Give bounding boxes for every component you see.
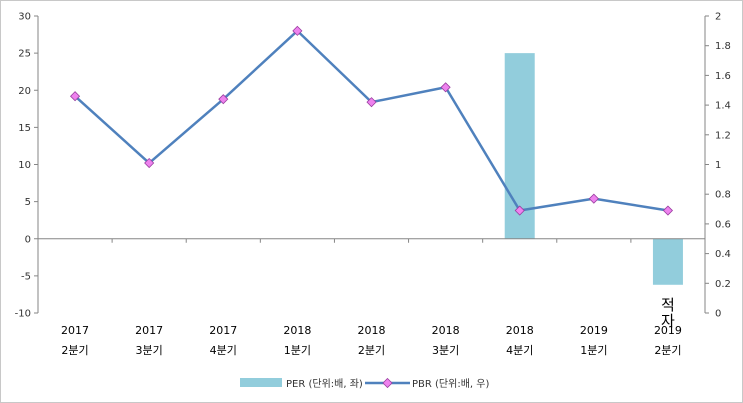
y-left-tick-label: 30 [18,12,31,23]
x-category-year: 2018 [432,324,460,337]
deficit-annotation: 자 [661,312,675,330]
x-category-quarter: 4분기 [210,344,237,357]
y-right-tick-label: 0.6 [715,219,731,230]
y-right-tick-label: 1.8 [715,41,731,52]
y-right-tick-label: 2 [715,12,721,23]
pbr-marker [292,25,303,36]
y-left-tick-label: 0 [25,234,31,245]
legend-pbr-label: PBR (단위:배, 우) [412,377,489,390]
x-category-year: 2018 [506,324,534,337]
y-left-tick-label: 10 [18,160,31,171]
y-right-tick-label: 0 [715,309,721,320]
legend-pbr-marker [382,377,393,389]
x-category-quarter: 3분기 [136,344,163,357]
y-left-tick-label: 5 [25,197,31,208]
x-category-year: 2018 [283,324,311,337]
x-category-year: 2018 [358,324,386,337]
y-right-tick-label: 1 [715,160,721,171]
y-left-tick-label: -5 [21,271,31,282]
deficit-annotation: 적 [661,296,675,314]
y-left-tick-label: 15 [18,123,31,134]
per-bar [652,238,683,285]
x-category-quarter: 4분기 [506,344,533,357]
y-left-tick-label: -10 [15,309,31,320]
y-right-tick-label: 0.8 [715,190,731,201]
pbr-marker [69,91,81,102]
y-right-tick-label: 1.4 [715,101,731,112]
pbr-marker [440,82,451,93]
pbr-marker [218,94,229,105]
x-category-year: 2017 [209,324,237,337]
x-category-quarter: 2분기 [61,344,88,357]
y-right-tick-label: 1.2 [715,130,731,141]
pbr-marker [588,193,599,204]
x-category-year: 2019 [654,324,682,337]
y-right-tick-label: 1.6 [715,71,731,82]
x-category-year: 2019 [580,324,608,337]
y-right-tick-label: 0.4 [715,249,731,260]
pbr-marker [514,205,525,216]
legend-per-label: PER (단위:배, 좌) [286,377,363,390]
x-category-quarter: 2분기 [654,344,681,357]
pbr-marker [144,157,155,169]
y-left-tick-label: 25 [18,49,31,60]
y-right-tick-label: 0.2 [715,279,731,290]
pbr-line [74,29,669,212]
x-category-quarter: 3분기 [432,344,459,357]
x-category-year: 2017 [61,324,89,337]
pbr-marker [366,97,377,108]
x-category-quarter: 2분기 [358,344,385,357]
legend-per-swatch [240,378,282,387]
x-category-quarter: 1분기 [580,344,607,357]
y-left-tick-label: 20 [18,86,31,97]
pbr-marker [662,205,674,216]
x-category-year: 2017 [135,324,163,337]
x-category-quarter: 1분기 [284,344,311,357]
